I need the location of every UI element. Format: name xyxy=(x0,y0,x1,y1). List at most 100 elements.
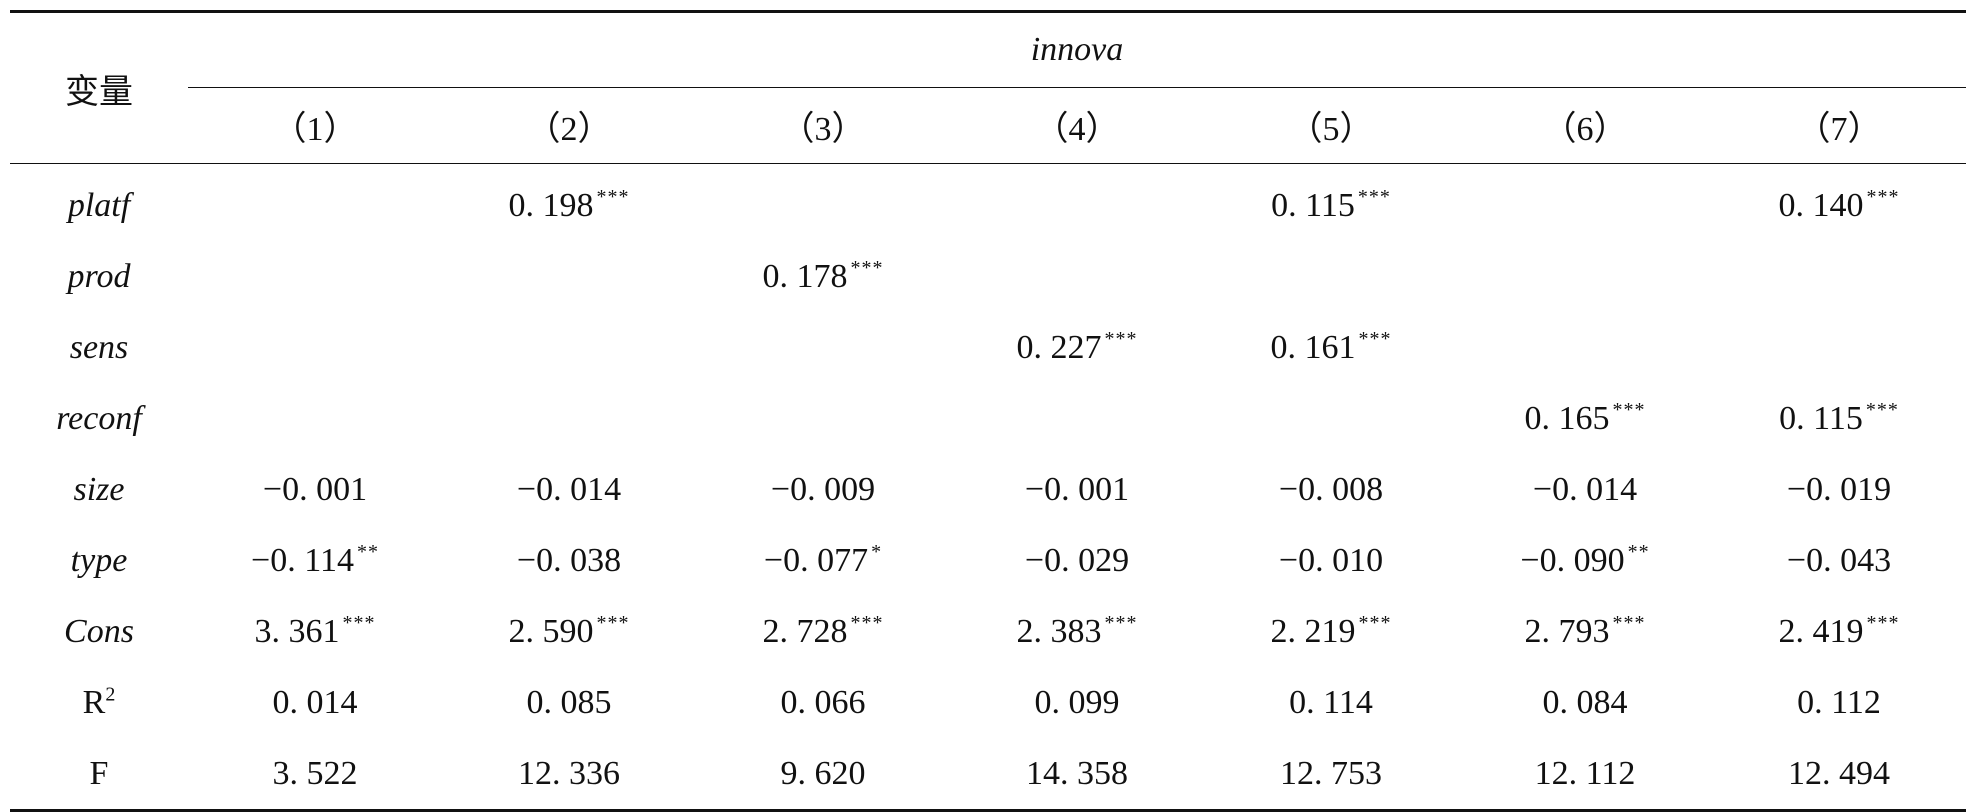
coefficient-value: −0. 009 xyxy=(770,470,876,508)
variable-name: platf xyxy=(10,164,188,242)
coefficient-cell: 12. 336 xyxy=(442,738,696,811)
significance-stars: *** xyxy=(1612,399,1646,422)
variable-name: size xyxy=(10,454,188,525)
variable-label: F xyxy=(89,754,109,792)
column-number-row: （1） （2） （3） （4） （5） （6） （7） xyxy=(10,88,1967,164)
coefficient-cell: 3. 522 xyxy=(188,738,442,811)
coefficient-cell: −0. 009 xyxy=(696,454,950,525)
coefficient-value: −0. 090 xyxy=(1520,541,1625,579)
coefficient-cell xyxy=(442,383,696,454)
significance-stars: *** xyxy=(1866,612,1900,635)
variable-name: reconf xyxy=(10,383,188,454)
coefficient-cell: 14. 358 xyxy=(950,738,1204,811)
significance-stars: *** xyxy=(1357,186,1391,209)
coefficient-cell: 0. 115 *** xyxy=(1204,164,1458,242)
coefficient-cell: 0. 112 xyxy=(1712,667,1966,738)
coefficient-cell: 3. 361 *** xyxy=(188,596,442,667)
dependent-variable-header: innova xyxy=(188,11,1967,88)
variable-name: prod xyxy=(10,241,188,312)
variable-label: R xyxy=(82,683,106,721)
coefficient-cell: 2. 419 *** xyxy=(1712,596,1966,667)
variable-name: R2 xyxy=(10,667,188,738)
variable-name: sens xyxy=(10,312,188,383)
coefficient-cell xyxy=(950,241,1204,312)
variable-name: type xyxy=(10,525,188,596)
variable-label: prod xyxy=(67,257,131,295)
table-body: platf 0. 198 *** 0. 115 *** 0. 140 *** prod 0. 1… xyxy=(10,164,1967,811)
coefficient-cell xyxy=(696,164,950,242)
table-row: type −0. 114 ** −0. 038 −0. 077 * −0. 029 −0. 0… xyxy=(10,525,1966,596)
coefficient-value: 0. 198 xyxy=(508,186,594,224)
coefficient-value: −0. 001 xyxy=(1024,470,1130,508)
coefficient-cell: 2. 219 *** xyxy=(1204,596,1458,667)
coefficient-cell: 0. 066 xyxy=(696,667,950,738)
variable-superscript: 2 xyxy=(105,683,116,706)
variable-label: size xyxy=(73,470,125,508)
significance-stars: * xyxy=(871,541,883,564)
table-row: platf 0. 198 *** 0. 115 *** 0. 140 *** xyxy=(10,164,1966,242)
coefficient-cell: −0. 019 xyxy=(1712,454,1966,525)
coefficient-cell: −0. 001 xyxy=(950,454,1204,525)
significance-stars: ** xyxy=(1627,541,1650,564)
coefficient-cell: 0. 115 *** xyxy=(1712,383,1966,454)
variable-label: type xyxy=(70,541,128,579)
table-row: F 3. 522 12. 336 9. 620 14. 358 12. 753 12. 11… xyxy=(10,738,1967,811)
coefficient-value: 0. 014 xyxy=(272,683,358,721)
coefficient-value: 9. 620 xyxy=(780,754,866,792)
coefficient-cell: 0. 084 xyxy=(1458,667,1712,738)
table-row: prod 0. 178 *** xyxy=(10,241,1966,312)
coefficient-cell xyxy=(950,164,1204,242)
coefficient-value: 0. 115 xyxy=(1779,399,1863,437)
coefficient-value: 12. 112 xyxy=(1534,754,1636,792)
significance-stars: *** xyxy=(1358,612,1392,635)
coefficient-cell xyxy=(188,312,442,383)
column-number-header: （4） xyxy=(1034,111,1120,148)
coefficient-value: −0. 019 xyxy=(1786,470,1892,508)
significance-stars: *** xyxy=(1104,612,1138,635)
coefficient-value: 0. 115 xyxy=(1271,186,1355,224)
coefficient-value: 12. 336 xyxy=(518,754,620,792)
coefficient-value: 0. 165 xyxy=(1524,399,1610,437)
coefficient-value: 12. 753 xyxy=(1280,754,1382,792)
coefficient-cell: 0. 085 xyxy=(442,667,696,738)
significance-stars: *** xyxy=(596,186,630,209)
coefficient-cell xyxy=(442,241,696,312)
table-row: size −0. 001 −0. 014 −0. 009 −0. 001 −0. 008 −… xyxy=(10,454,1966,525)
coefficient-value: 0. 114 xyxy=(1289,683,1373,721)
coefficient-cell xyxy=(442,312,696,383)
variable-name: F xyxy=(10,738,188,811)
coefficient-cell: −0. 001 xyxy=(188,454,442,525)
coefficient-value: 2. 590 xyxy=(508,612,594,650)
column-number-header: （2） xyxy=(526,111,612,148)
coefficient-cell: −0. 114 ** xyxy=(188,525,442,596)
coefficient-cell: −0. 038 xyxy=(442,525,696,596)
coefficient-value: 0. 085 xyxy=(526,683,612,721)
significance-stars: *** xyxy=(850,612,884,635)
column-number-header: （5） xyxy=(1288,111,1374,148)
table-row: Cons 3. 361 *** 2. 590 *** 2. 728 *** 2. 383 ***… xyxy=(10,596,1966,667)
column-number-header: （1） xyxy=(272,111,358,148)
coefficient-cell: 2. 793 *** xyxy=(1458,596,1712,667)
table-row: R2 0. 014 0. 085 0. 066 0. 099 0. 114 0. 084 0.… xyxy=(10,667,1966,738)
coefficient-cell: −0. 008 xyxy=(1204,454,1458,525)
coefficient-cell: 0. 099 xyxy=(950,667,1204,738)
coefficient-cell: 0. 227 *** xyxy=(950,312,1204,383)
regression-table: 变量 innova （1） （2） （3） （4） （5） （6） （7） platf 0. … xyxy=(10,10,1967,812)
coefficient-value: −0. 043 xyxy=(1786,541,1892,579)
coefficient-cell: 0. 014 xyxy=(188,667,442,738)
coefficient-cell xyxy=(1204,241,1458,312)
coefficient-value: −0. 001 xyxy=(262,470,368,508)
coefficient-value: −0. 038 xyxy=(516,541,622,579)
coefficient-cell: 2. 383 *** xyxy=(950,596,1204,667)
group-header-row: 变量 innova xyxy=(10,11,1967,112)
coefficient-cell xyxy=(1458,164,1712,242)
variable-name: Cons xyxy=(10,596,188,667)
coefficient-value: 2. 728 xyxy=(762,612,848,650)
significance-stars: *** xyxy=(1358,328,1392,351)
variable-label: Cons xyxy=(64,612,134,650)
coefficient-cell xyxy=(1458,312,1712,383)
coefficient-value: −0. 029 xyxy=(1024,541,1130,579)
coefficient-value: 3. 522 xyxy=(272,754,358,792)
coefficient-cell: 0. 165 *** xyxy=(1458,383,1712,454)
coefficient-cell: 12. 494 xyxy=(1712,738,1966,811)
